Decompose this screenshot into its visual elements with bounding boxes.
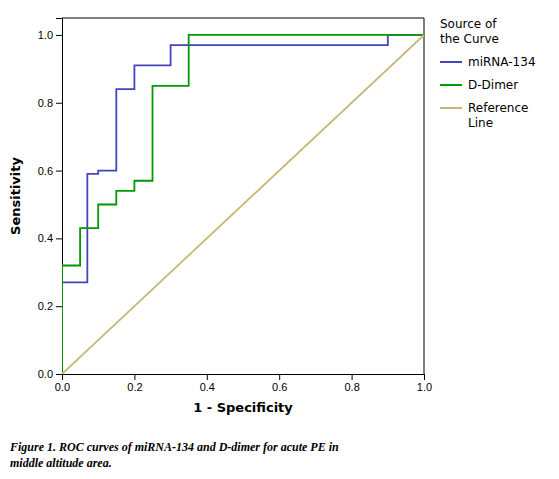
y-axis-title: Sensitivity: [8, 157, 23, 235]
x-axis-tick-label: 0.6: [272, 381, 287, 393]
y-axis-tick-label: 0.0: [38, 368, 53, 380]
legend-swatch: [440, 61, 462, 63]
legend-title: Source ofthe Curve: [440, 17, 499, 46]
x-axis-tick: 1.0: [417, 374, 432, 393]
x-axis-tick-mark: [279, 374, 280, 380]
x-axis-tick-label: 0.8: [344, 381, 359, 393]
y-axis-tick-label: 0.4: [38, 232, 53, 244]
legend-item: miRNA-134: [440, 55, 536, 69]
x-axis-tick: 0.4: [200, 374, 215, 393]
x-axis-tick-label: 0.0: [55, 381, 70, 393]
legend-label: ReferenceLine: [468, 101, 528, 130]
y-axis-tick: 0.2: [38, 300, 62, 312]
plot: 0.0 0.2 0.4 0.6 0.8 1.0 0.0 0.2 0.4 0.6 0.8 1.0: [38, 18, 432, 393]
y-axis-tick-mark: [56, 35, 62, 36]
x-axis-tick-label: 1.0: [417, 381, 432, 393]
y-axis-tick-label: 1.0: [38, 29, 53, 41]
x-axis-title: 1 - Specificity: [193, 400, 293, 415]
chart: 0.0 0.2 0.4 0.6 0.8 1.0 0.0 0.2 0.4 0.6 0.8 1.0 1 - …: [0, 0, 559, 479]
y-axis-tick-mark: [56, 103, 62, 104]
series-line: [62, 35, 424, 374]
y-axis: 0.0 0.2 0.4 0.6 0.8 1.0: [38, 19, 63, 381]
x-axis-tick-mark: [352, 374, 353, 380]
legend-item: ReferenceLine: [440, 101, 528, 130]
y-axis-tick-mark: [56, 171, 62, 172]
legend-label: D-Dimer: [468, 78, 518, 92]
x-axis-tick: 0.8: [344, 374, 359, 393]
y-axis-tick-mark: [56, 238, 62, 239]
plot-frame: [62, 18, 424, 19]
x-axis-tick: 0.2: [127, 374, 142, 393]
x-axis-tick: 0.0: [55, 374, 70, 393]
series-line: [62, 35, 424, 374]
y-axis-tick: 0.0: [38, 368, 62, 380]
x-axis-tick-mark: [134, 374, 135, 380]
y-axis-line: [56, 19, 63, 375]
legend-item: D-Dimer: [440, 78, 518, 92]
x-axis-tick-label: 0.4: [200, 381, 215, 393]
lines: [62, 35, 424, 374]
series-line: [62, 35, 424, 374]
y-axis-tick-mark: [56, 374, 62, 375]
x-axis: 0.0 0.2 0.4 0.6 0.8 1.0: [55, 374, 432, 393]
legend: Source ofthe Curve miRNA-134 D-Dimer Refere…: [440, 17, 536, 130]
y-axis-tick: 0.4: [38, 232, 62, 244]
legend-swatch: [440, 107, 462, 109]
x-axis-tick: 0.6: [272, 374, 287, 393]
y-axis-tick-mark: [56, 306, 62, 307]
x-axis-tick-mark: [207, 374, 208, 380]
legend-label: miRNA-134: [468, 55, 536, 69]
y-axis-tick-label: 0.8: [38, 97, 53, 109]
y-axis-tick: 0.6: [38, 165, 62, 177]
legend-swatch: [440, 84, 462, 86]
x-axis-line: [63, 375, 425, 381]
x-axis-tick-mark: [424, 374, 425, 380]
y-axis-tick: 1.0: [38, 29, 62, 41]
plot-frame: [424, 18, 425, 374]
y-axis-tick-label: 0.6: [38, 165, 53, 177]
x-axis-tick-label: 0.2: [127, 381, 142, 393]
caption: Figure 1. ROC curves of miRNA-134 and D-…: [9, 440, 339, 454]
caption: middle altitude area.: [10, 456, 112, 470]
y-axis-tick-label: 0.2: [38, 300, 53, 312]
y-axis-tick: 0.8: [38, 97, 62, 109]
